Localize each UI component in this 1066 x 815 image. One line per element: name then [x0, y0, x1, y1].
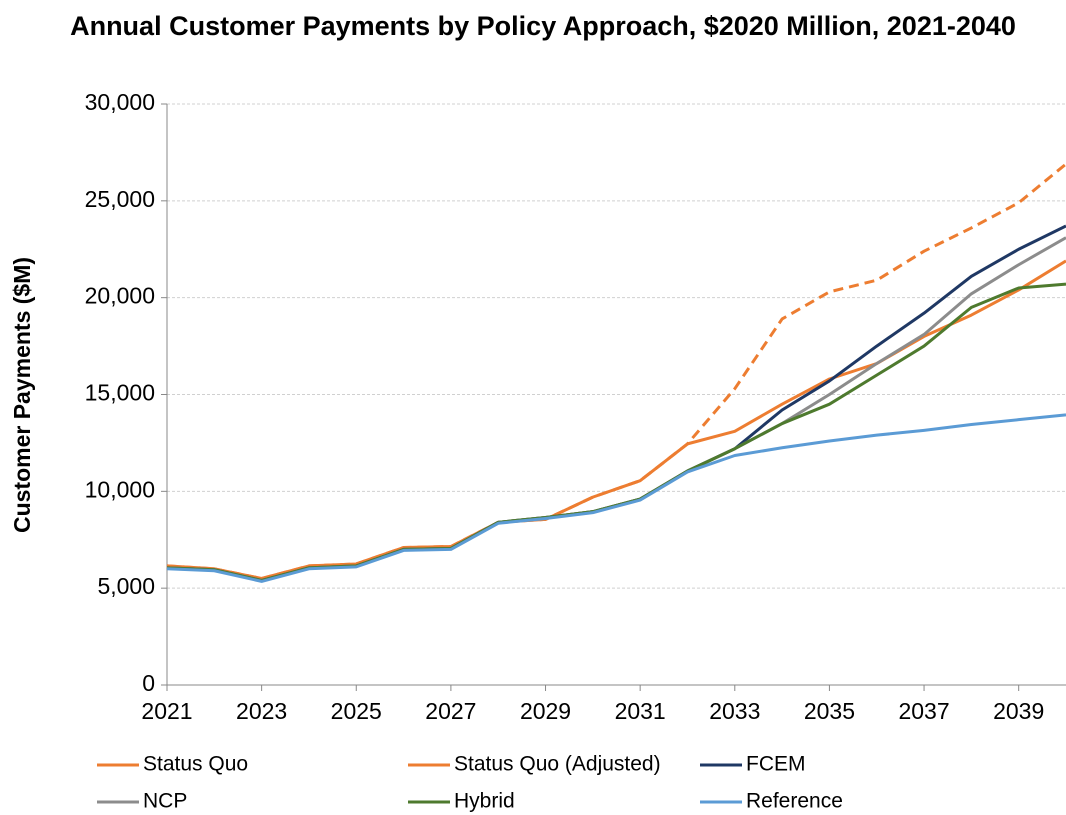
y-tick-label: 20,000 — [85, 283, 155, 309]
legend-label: NCP — [143, 790, 187, 813]
x-tick-label: 2025 — [331, 698, 382, 724]
x-tick-label: 2039 — [993, 698, 1044, 724]
x-tick-label: 2031 — [615, 698, 666, 724]
x-tick-label: 2037 — [898, 698, 949, 724]
x-tick-label: 2023 — [236, 698, 287, 724]
y-tick-label: 10,000 — [85, 476, 155, 502]
legend-label: Hybrid — [454, 790, 515, 813]
y-tick-label: 5,000 — [97, 573, 155, 599]
line-series — [166, 224, 1066, 582]
y-axis-title: Customer Payments ($M) — [9, 257, 35, 533]
line-series — [166, 236, 1066, 582]
x-tick-label: 2027 — [425, 698, 476, 724]
legend-label: Status Quo (Adjusted) — [454, 753, 661, 776]
x-tick-label: 2021 — [141, 698, 192, 724]
chart-title: Annual Customer Payments by Policy Appro… — [70, 11, 1016, 41]
line-series — [166, 162, 1066, 580]
line-series — [166, 413, 1066, 583]
y-tick-label: 25,000 — [85, 186, 155, 212]
legend-label: FCEM — [746, 753, 806, 776]
y-tick-label: 0 — [142, 670, 155, 696]
x-tick-label: 2033 — [709, 698, 760, 724]
y-tick-label: 15,000 — [85, 380, 155, 406]
legend-label: Status Quo — [143, 753, 248, 776]
legend-label: Reference — [746, 790, 843, 813]
x-tick-label: 2035 — [804, 698, 855, 724]
y-tick-label: 30,000 — [85, 89, 155, 115]
x-tick-label: 2029 — [520, 698, 571, 724]
